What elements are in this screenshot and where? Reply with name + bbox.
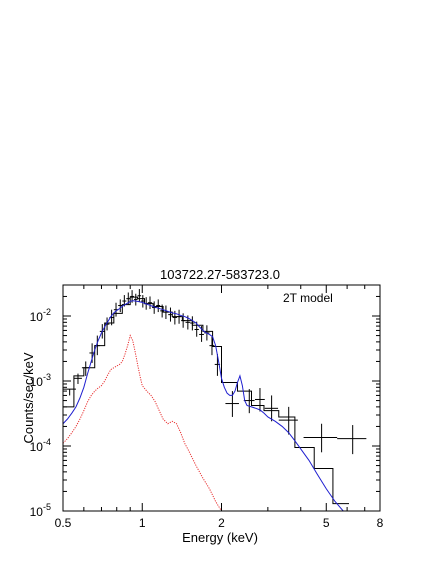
- chart-title: 103722.27-583723.0: [160, 267, 280, 282]
- data-point: [133, 293, 138, 306]
- x-tick-label: 1: [139, 516, 146, 530]
- y-tick-label: 10-2: [30, 307, 51, 324]
- plot-area: [63, 289, 367, 511]
- data-point: [264, 395, 279, 422]
- plot-frame: [62, 284, 381, 512]
- x-axis: 0.5 1 2 5 8: [55, 285, 384, 530]
- x-tick-label: 0.5: [55, 516, 72, 530]
- model-total-line: [63, 300, 348, 511]
- data-point: [118, 299, 123, 313]
- data-point: [137, 289, 142, 302]
- y-axis: 10-5 10-4 10-3 10-2: [30, 284, 380, 519]
- data-point: [337, 425, 367, 455]
- data-point: [81, 361, 90, 376]
- y-axis-label: Counts/sec/keV: [21, 352, 36, 443]
- data-point: [141, 295, 145, 308]
- data-point: [147, 296, 153, 310]
- x-tick-label: 8: [377, 516, 384, 530]
- y-tick-label: 10-3: [30, 372, 51, 389]
- data-point: [104, 317, 110, 331]
- x-axis-label: Energy (keV): [182, 530, 258, 545]
- data-point: [156, 299, 161, 313]
- model-component-line: [63, 334, 222, 511]
- x-tick-label: 2: [218, 516, 225, 530]
- data-point: [254, 388, 265, 412]
- plot-inner: [63, 289, 367, 511]
- y-tick-label: 10-4: [30, 437, 51, 454]
- data-point: [243, 389, 255, 414]
- data-point: [303, 423, 338, 453]
- data-point: [73, 373, 82, 384]
- y-tick-label: 10-5: [30, 502, 51, 519]
- model-annotation: 2T model: [283, 291, 333, 305]
- folded-model-step: [63, 296, 349, 505]
- data-point: [209, 336, 215, 356]
- x-tick-label: 5: [323, 516, 330, 530]
